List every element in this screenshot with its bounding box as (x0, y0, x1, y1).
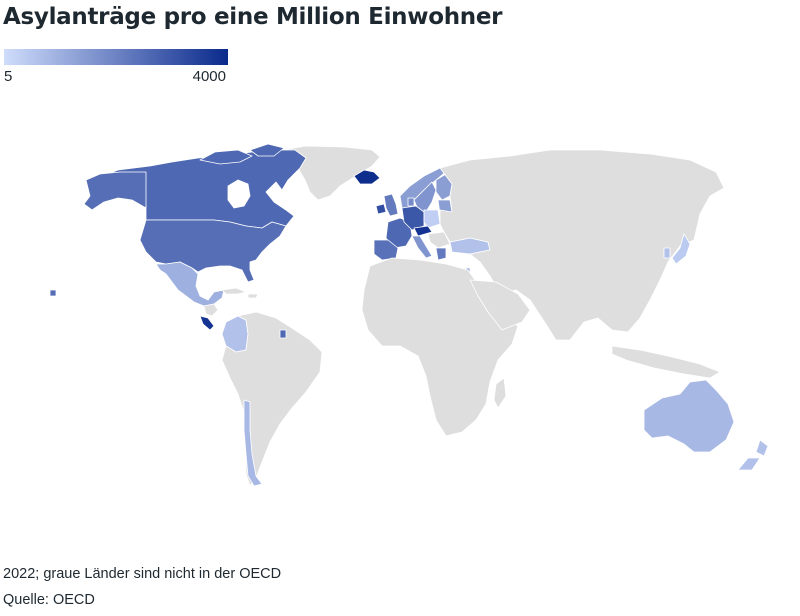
region-africa (361, 257, 519, 437)
region-denmark (407, 197, 415, 207)
region-alaska (83, 171, 147, 211)
color-legend: 5 4000 (4, 49, 228, 89)
legend-max-label: 4000 (192, 68, 226, 85)
region-mexico (155, 261, 225, 307)
region-hawaii (49, 289, 57, 297)
region-arabia (469, 279, 531, 331)
region-se-asia-islands (611, 345, 721, 379)
region-balkans (427, 231, 451, 249)
region-japan (671, 233, 691, 265)
region-madagascar (493, 377, 507, 409)
map-title: Asylanträge pro eine Million Einwohner (3, 4, 503, 30)
region-greenland (282, 145, 381, 201)
region-french-guiana (279, 329, 287, 339)
region-south-korea (663, 247, 671, 259)
region-united-states (139, 219, 287, 283)
source-note: Quelle: OECD (3, 592, 95, 608)
region-benelux-germany (401, 205, 425, 231)
region-russia-asia (439, 149, 725, 341)
legend-gradient-bar (4, 49, 228, 65)
region-canada-islands (199, 143, 285, 165)
region-united-kingdom (383, 193, 399, 217)
region-caribbean (221, 287, 259, 299)
region-australia (643, 379, 735, 453)
region-iceland (353, 169, 381, 185)
region-ireland (375, 203, 387, 215)
region-poland-czech (423, 209, 441, 229)
region-chile (243, 399, 263, 487)
region-new-zealand (737, 439, 769, 471)
region-greece (435, 247, 447, 261)
region-costa-rica (199, 315, 215, 331)
region-italy (411, 235, 433, 259)
footnote: 2022; graue Länder sind nicht in der OEC… (3, 566, 282, 582)
region-hudson-bay (227, 179, 251, 209)
world-choropleth-map (49, 143, 769, 487)
legend-min-label: 5 (4, 68, 13, 85)
region-austria (413, 225, 433, 237)
region-central-america (203, 303, 219, 317)
